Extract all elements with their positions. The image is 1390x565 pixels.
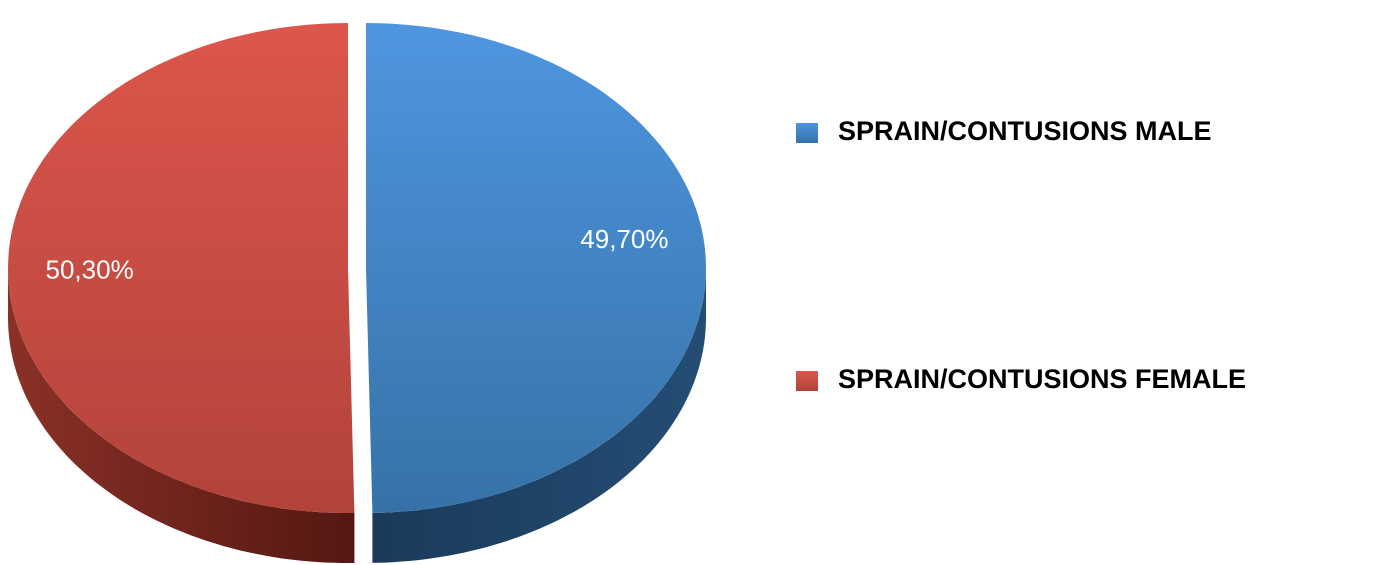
slice	[8, 23, 355, 513]
slice-side	[372, 268, 706, 563]
slice	[366, 23, 706, 513]
legend-swatch	[796, 123, 818, 143]
data-label: 50,30%	[46, 255, 134, 285]
legend-label: SPRAIN/CONTUSIONS MALE	[838, 116, 1212, 146]
data-label: 49,70%	[580, 224, 668, 254]
slice-side	[8, 268, 355, 563]
legend-swatch	[796, 371, 818, 391]
legend-label: SPRAIN/CONTUSIONS FEMALE	[838, 364, 1246, 394]
